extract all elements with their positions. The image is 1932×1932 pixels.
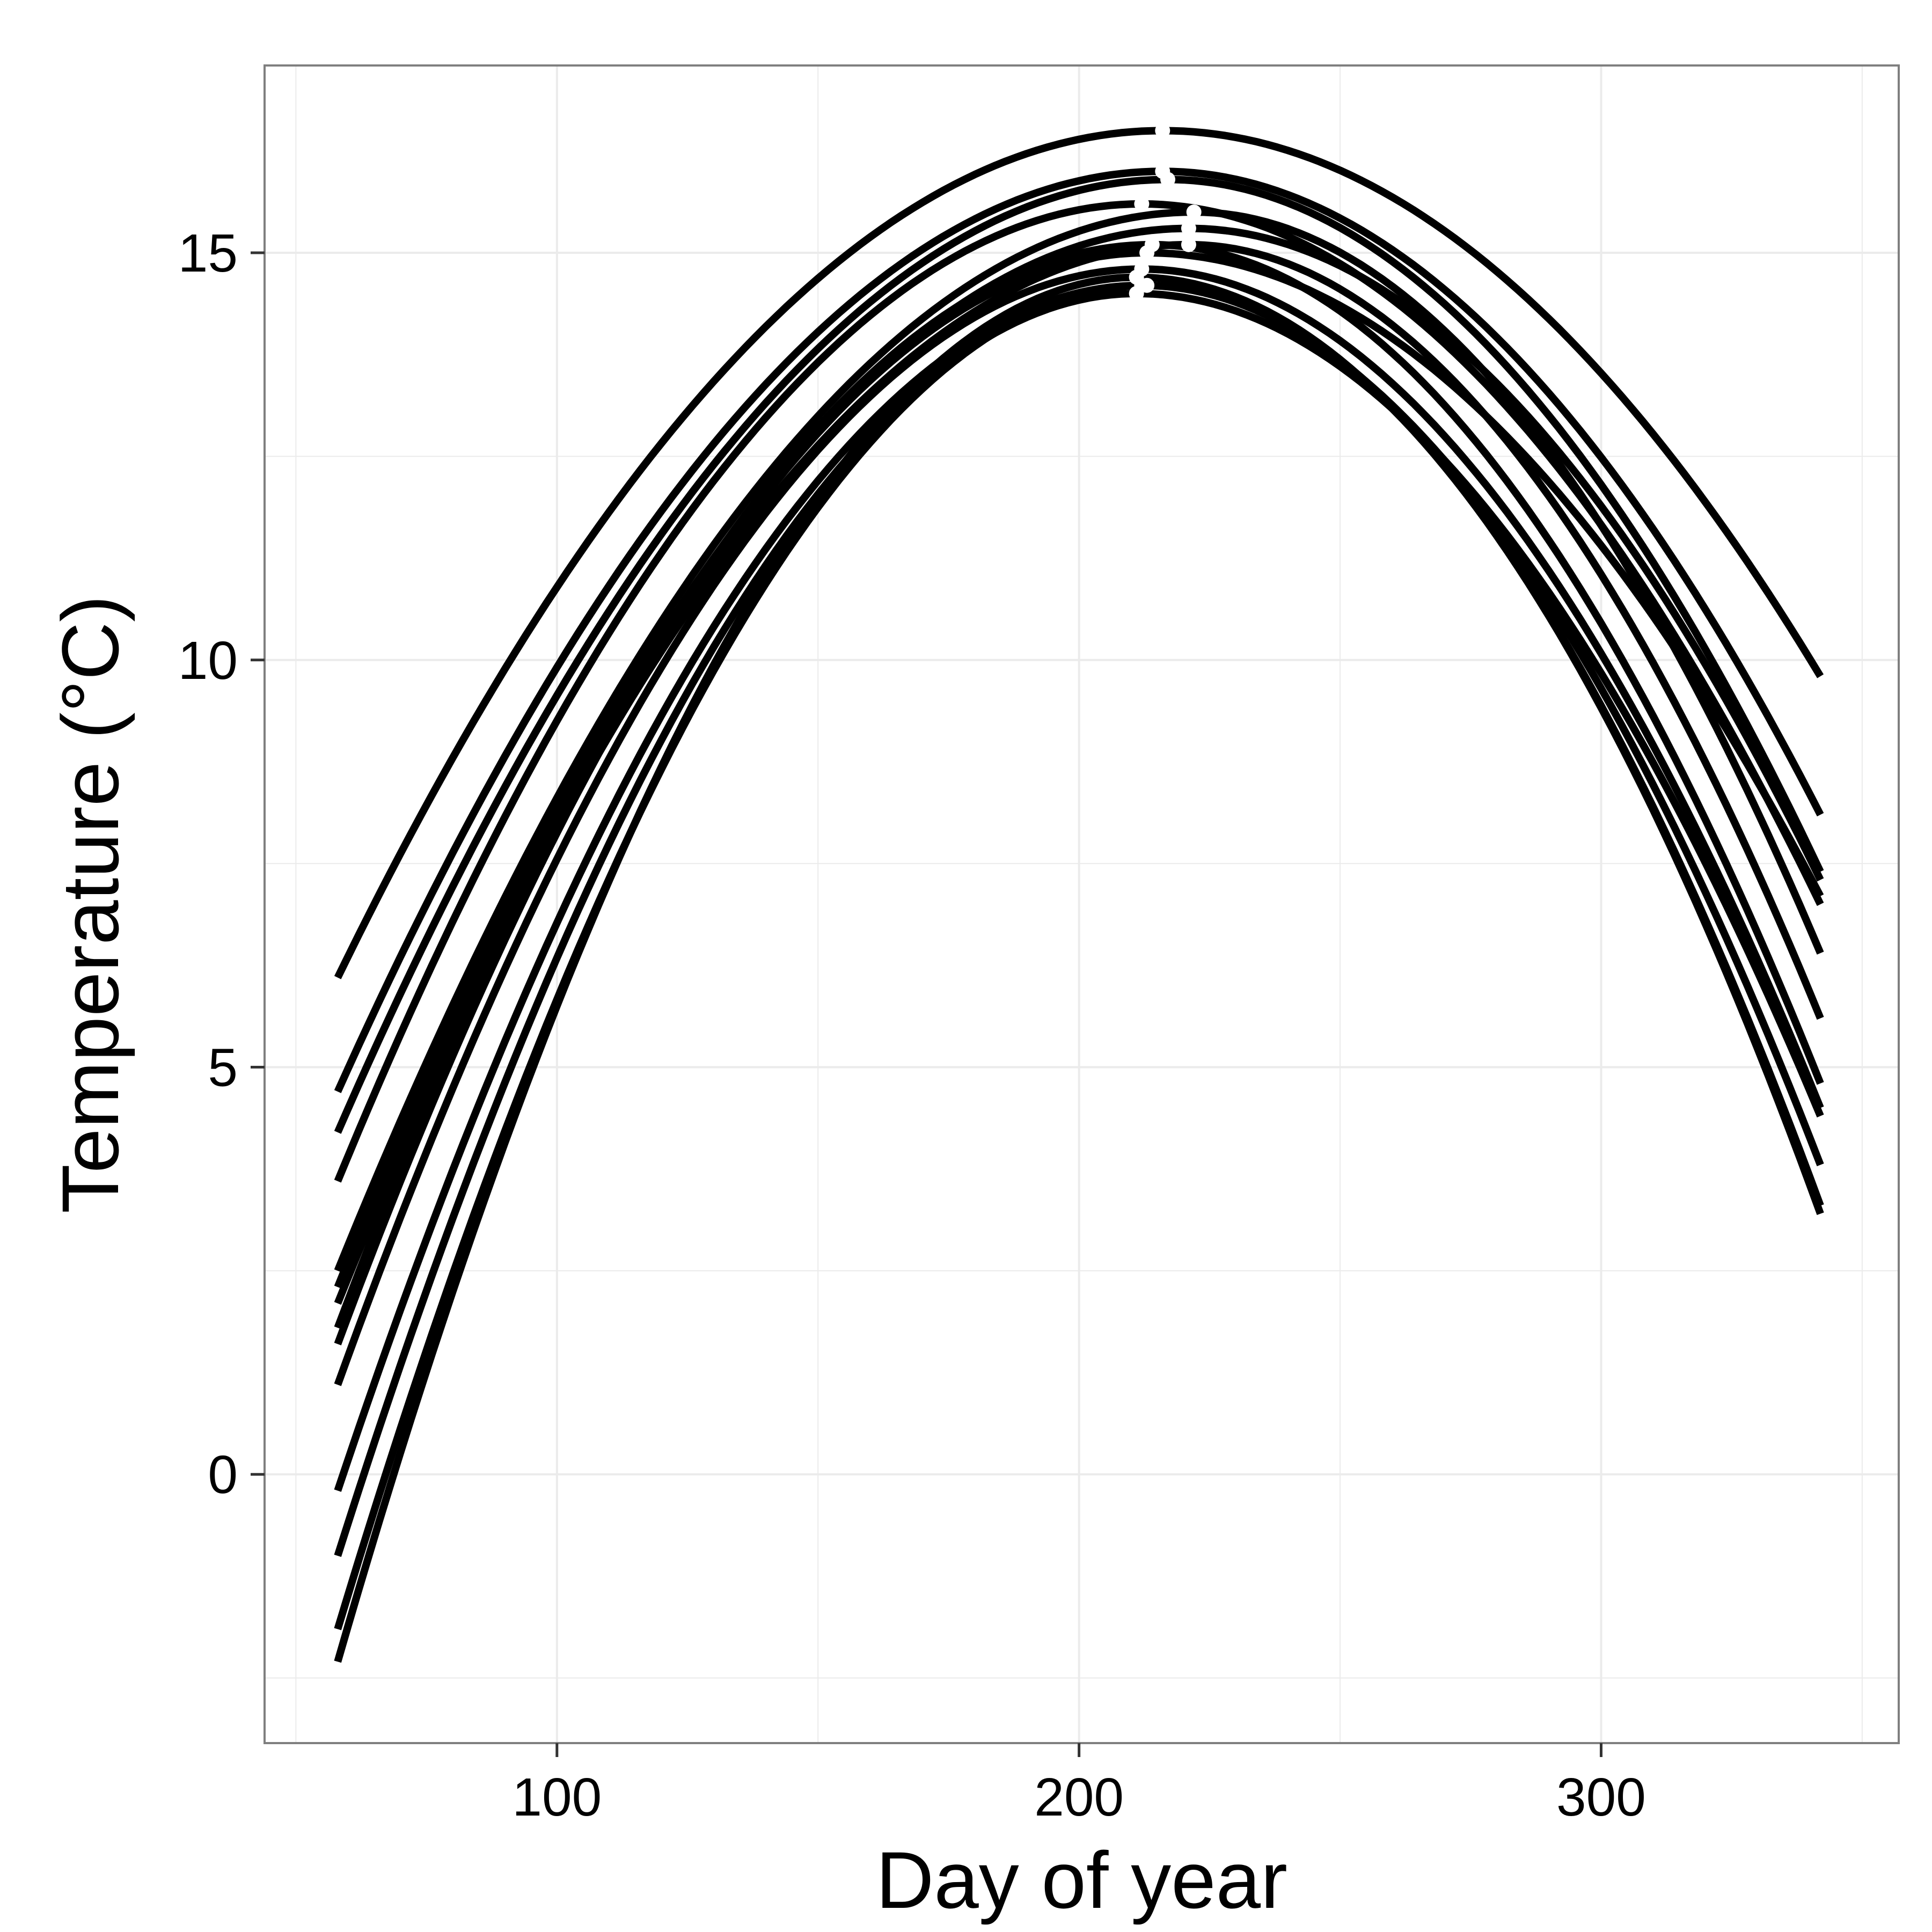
peak-marker-13 — [1139, 277, 1155, 293]
peak-marker-14 — [1129, 269, 1144, 285]
x-tick-label: 100 — [512, 1767, 602, 1827]
x-axis-title: Day of year — [876, 1835, 1287, 1925]
peak-marker-5 — [1186, 204, 1202, 220]
series-line-5 — [334, 208, 1824, 1272]
series-line-14 — [334, 273, 1824, 1663]
peak-marker-7 — [1181, 237, 1196, 252]
peak-marker-12 — [1129, 286, 1144, 301]
x-tick-label: 300 — [1556, 1767, 1646, 1827]
peak-marker-3 — [1160, 172, 1176, 187]
series-line-1 — [334, 127, 1824, 979]
series-line-9 — [334, 249, 1824, 1345]
series-line-3 — [334, 175, 1824, 1134]
y-axis-title: Temperature (°C) — [45, 595, 135, 1213]
y-tick-label: 0 — [208, 1445, 238, 1505]
series-line-2 — [334, 167, 1824, 1093]
peak-marker-4 — [1134, 196, 1150, 211]
series-line-12 — [334, 290, 1824, 1557]
x-tick-label: 200 — [1034, 1767, 1124, 1827]
peak-markers — [1129, 123, 1202, 301]
y-tick-label: 15 — [178, 223, 238, 283]
panel-border — [264, 64, 1900, 1744]
series-lines — [334, 127, 1824, 1663]
series-line-10 — [334, 265, 1824, 1386]
axes: 100 200 300 0 5 10 15 — [178, 223, 1646, 1827]
y-tick-label: 10 — [178, 631, 238, 691]
series-line-6 — [334, 224, 1824, 1289]
peak-marker-6 — [1181, 221, 1196, 236]
peak-marker-1 — [1155, 123, 1170, 138]
y-tick-label: 5 — [208, 1037, 238, 1097]
series-line-8 — [334, 240, 1824, 1329]
peak-marker-9 — [1139, 245, 1155, 261]
